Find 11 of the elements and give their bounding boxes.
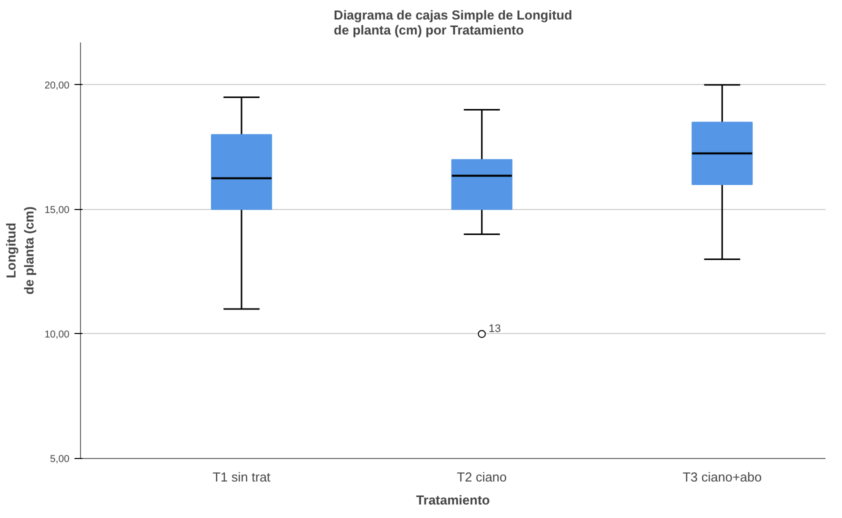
chart-title: Diagrama de cajas Simple de Longitud de planta (cm) por Tratamiento (334, 8, 572, 38)
y-tick-label: 15,00 (44, 204, 70, 216)
x-tick-label: T3 ciano+abo (682, 470, 762, 484)
y-axis-title: Longitud de planta (cm) (3, 206, 36, 295)
y-tick-label: 20,00 (44, 80, 70, 92)
y-tick-label: 5,00 (50, 454, 70, 465)
y-tick-label: 10,00 (44, 329, 70, 340)
x-axis-title: Tratamiento (416, 492, 490, 508)
annotation: 13 (488, 322, 501, 335)
x-tick-label: T2 ciano (456, 470, 507, 484)
x-tick-label: T1 sin trat (212, 470, 271, 484)
